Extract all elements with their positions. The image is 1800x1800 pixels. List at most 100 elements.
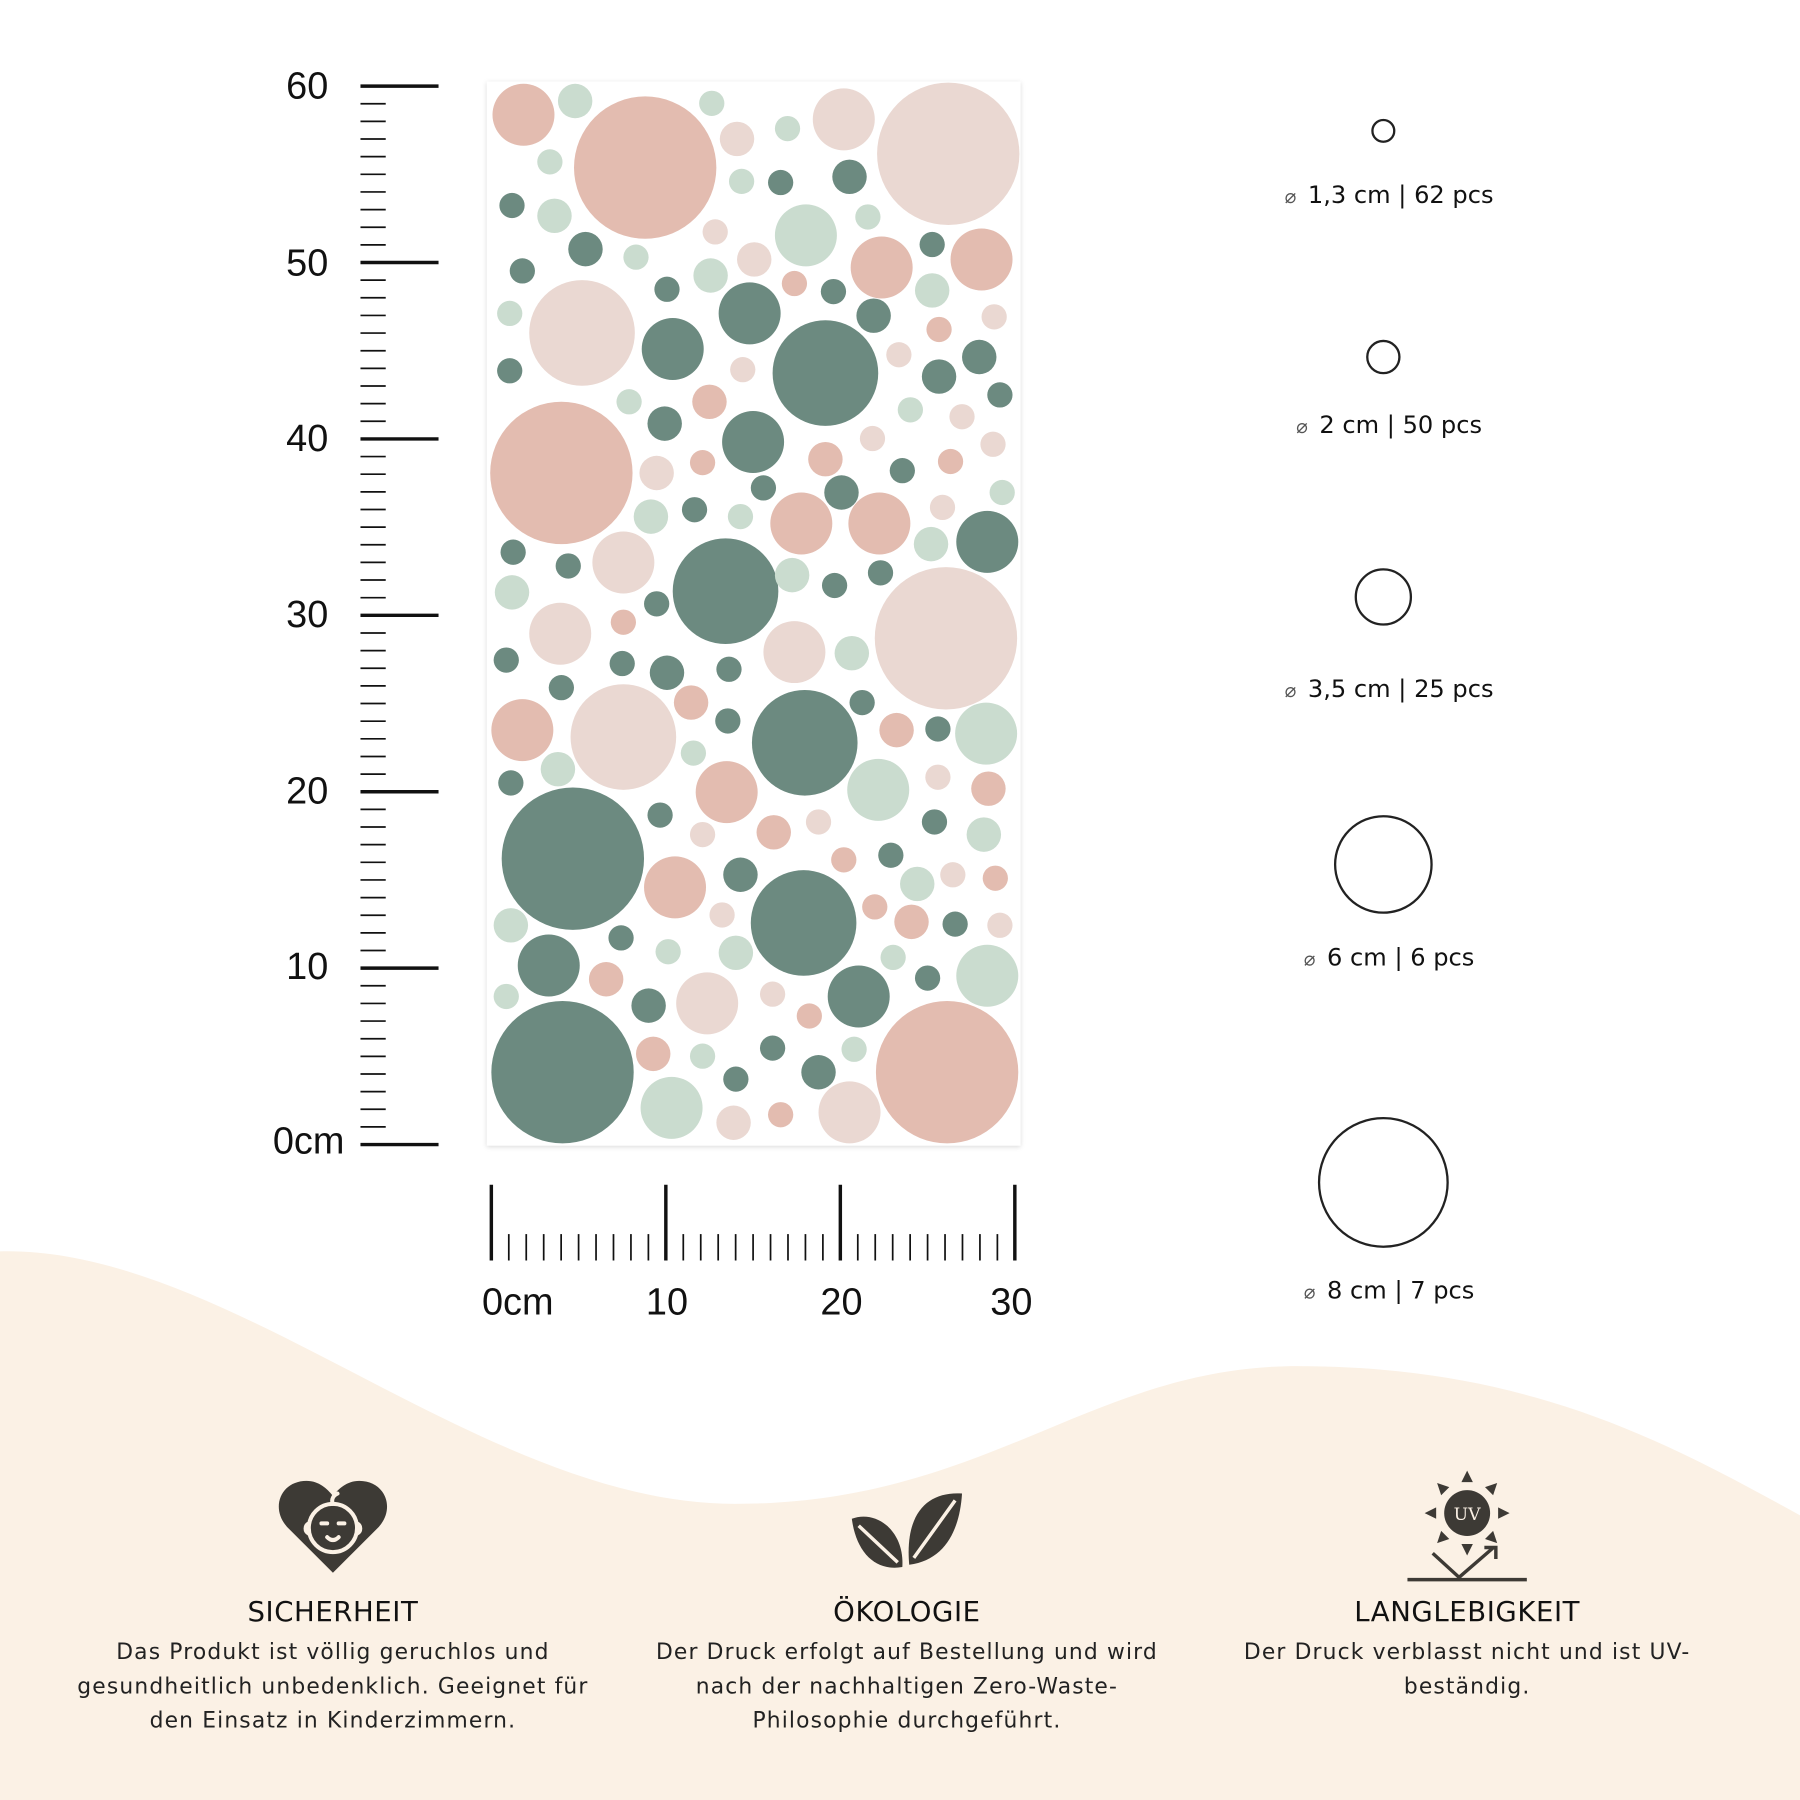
feature-text: Der Druck erfolgt auf Bestellung und wir…: [655, 1639, 1158, 1734]
dot-sticker: [689, 821, 716, 848]
size-circle-8cm: [1317, 1117, 1449, 1248]
dot-sticker: [768, 1102, 794, 1128]
dot-sticker: [987, 382, 1013, 408]
dot-sticker: [827, 965, 890, 1028]
dot-sticker: [824, 475, 859, 510]
dot-sticker: [491, 1001, 634, 1144]
dot-sticker: [942, 911, 968, 937]
dot-sticker: [548, 675, 574, 701]
dot-sticker: [897, 397, 923, 423]
dot-sticker: [608, 925, 634, 951]
dot-sticker: [695, 761, 758, 824]
dot-sticker: [751, 689, 858, 796]
sun-ray: [1437, 1530, 1450, 1544]
dot-sticker: [537, 198, 572, 234]
dot-sticker: [716, 656, 742, 682]
ruler-label: 30: [286, 592, 329, 635]
dot-sticker: [509, 258, 535, 284]
dot-sticker: [955, 702, 1018, 765]
sun-ray: [1485, 1483, 1498, 1496]
dot-sticker: [874, 567, 1018, 710]
dot-sticker: [631, 988, 666, 1023]
dot-sticker: [500, 539, 526, 565]
dot-sticker: [962, 339, 997, 375]
dot-sticker: [557, 83, 593, 119]
dot-sticker: [763, 621, 826, 684]
size-text: 6 cm | 6 pcs: [1327, 943, 1475, 972]
dot-sticker: [940, 862, 966, 888]
dot-sticker: [989, 479, 1015, 506]
size-text: 8 cm | 7 pcs: [1327, 1276, 1475, 1305]
size-label: ⌀ 1,3 cm | 62 pcs: [1194, 181, 1584, 209]
dot-sticker: [492, 83, 555, 146]
size-circle-2cm: [1366, 339, 1401, 375]
dot-sticker: [699, 90, 725, 116]
sun-ray: [1498, 1507, 1510, 1519]
dot-sticker: [719, 121, 755, 157]
vertical-ruler: [360, 84, 439, 1147]
dot-sticker: [555, 553, 581, 579]
dot-sticker: [676, 972, 739, 1035]
dot-sticker: [497, 300, 523, 327]
dot-sticker: [756, 815, 791, 850]
dot-sticker: [490, 401, 633, 545]
dot-sticker: [737, 242, 772, 277]
dot-sticker: [494, 575, 530, 610]
dot-sticker: [493, 983, 519, 1010]
sun-ray: [1424, 1507, 1437, 1519]
dot-sticker: [894, 904, 929, 940]
dot-sticker: [862, 894, 888, 920]
dot-sticker: [841, 1036, 867, 1062]
sun-ray: [1485, 1530, 1498, 1544]
dot-sticker: [878, 842, 904, 868]
size-label: ⌀ 2 cm | 50 pcs: [1194, 411, 1584, 439]
dot-sticker: [723, 1066, 749, 1092]
diameter-icon: ⌀: [1284, 185, 1297, 209]
ruler-label: 0cm: [481, 1280, 554, 1323]
dot-sticker: [929, 494, 956, 521]
dot-sticker: [647, 406, 682, 441]
dot-sticker: [672, 538, 779, 645]
diameter-icon: ⌀: [1296, 415, 1308, 439]
dot-sticker: [623, 244, 649, 270]
dot-sticker: [818, 1081, 881, 1144]
size-circle-3-5cm: [1354, 568, 1413, 626]
dot-sticker: [647, 802, 673, 828]
dot-sticker: [949, 404, 975, 430]
dot-sticker: [529, 280, 635, 386]
dot-sticker: [987, 912, 1013, 938]
size-circle-1-3cm: [1371, 118, 1396, 143]
dot-sticker: [723, 857, 758, 892]
dot-sticker: [781, 270, 808, 297]
dot-sticker: [635, 1036, 671, 1072]
feature-durability: UV LANGLEBIGKEIT Der Druck verblasst nic…: [1197, 1470, 1737, 1703]
dot-sticker: [673, 685, 709, 720]
dot-sticker: [501, 787, 645, 930]
feature-text: Das Produkt ist völlig geruchlos und ges…: [77, 1639, 589, 1734]
dot-sticker: [847, 758, 910, 821]
dot-sticker: [718, 282, 781, 345]
dot-sticker: [693, 258, 728, 293]
sun-ray: [1461, 1470, 1473, 1483]
size-legend-circles: [1317, 118, 1449, 1248]
dot-sticker: [750, 475, 777, 501]
feature-title: ÖKOLOGIE: [833, 1595, 981, 1628]
dot-sticker: [680, 740, 707, 766]
ruler-label: 60: [286, 64, 329, 107]
dot-sticker: [774, 204, 837, 267]
dot-sticker: [529, 602, 592, 665]
feature-title: SICHERHEIT: [247, 1595, 419, 1628]
uv-sun-icon: UV: [1407, 1470, 1527, 1582]
dot-sticker: [689, 1043, 716, 1069]
dot-sticker: [493, 647, 519, 673]
dot-sticker: [886, 342, 912, 368]
dot-sticker: [848, 492, 911, 555]
size-label: ⌀ 6 cm | 6 pcs: [1194, 944, 1584, 972]
dot-sticker: [856, 298, 891, 333]
size-text: 3,5 cm | 25 pcs: [1307, 675, 1494, 703]
dot-sticker: [716, 1105, 751, 1140]
feature-title: LANGLEBIGKEIT: [1354, 1595, 1581, 1628]
dot-sticker: [644, 856, 707, 919]
dot-sticker: [570, 684, 677, 790]
